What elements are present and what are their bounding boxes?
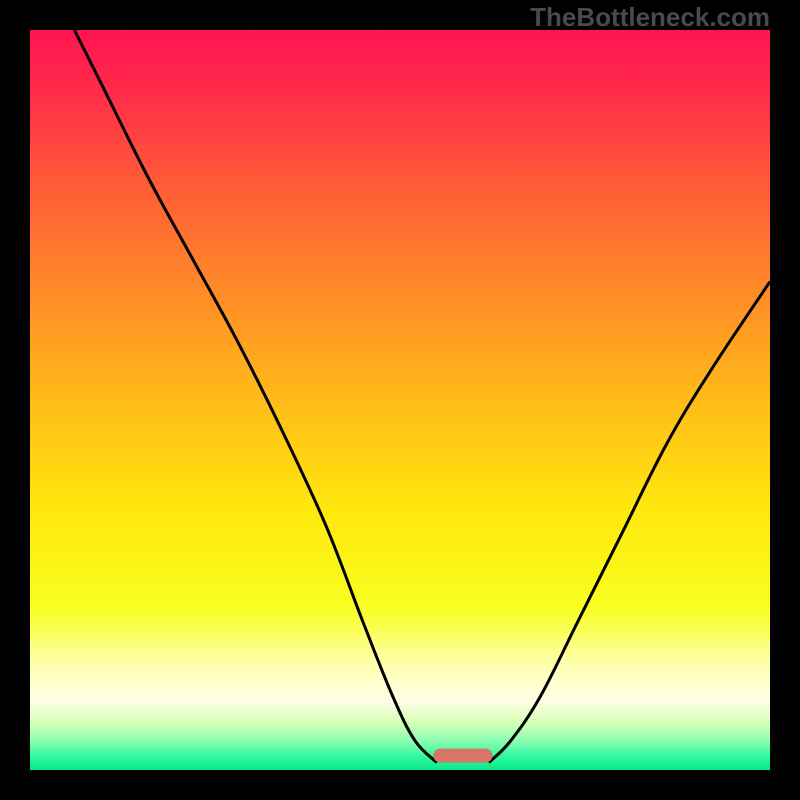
bottleneck-curve <box>30 30 770 770</box>
chart-container: TheBottleneck.com <box>0 0 800 800</box>
watermark-text: TheBottleneck.com <box>530 2 770 33</box>
curve-right-branch <box>489 282 770 763</box>
plot-area <box>30 30 770 770</box>
curve-left-branch <box>74 30 437 763</box>
bottom-marker <box>433 749 492 763</box>
